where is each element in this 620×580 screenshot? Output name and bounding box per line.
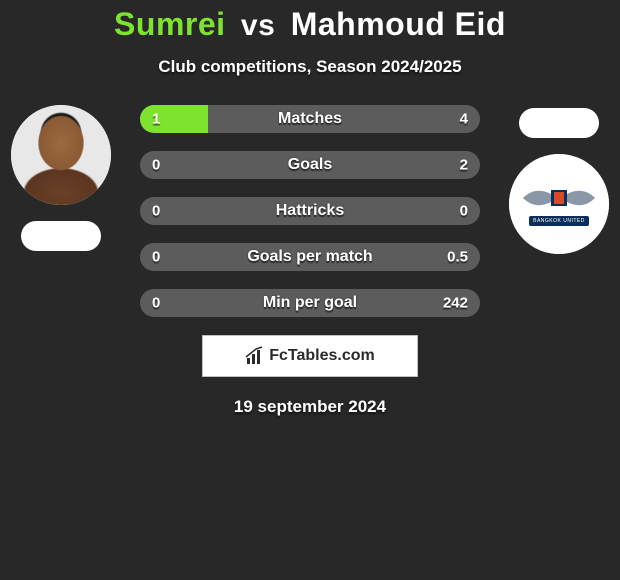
player2-club-banner: BANGKOK UNITED bbox=[529, 216, 589, 226]
bar-label: Goals bbox=[140, 156, 480, 174]
player2-column: BANGKOK UNITED bbox=[504, 105, 614, 254]
page-title: Sumrei vs Mahmoud Eid bbox=[0, 6, 620, 43]
player1-avatar bbox=[11, 105, 111, 205]
bar-label: Hattricks bbox=[140, 202, 480, 220]
stat-bar: 00Hattricks bbox=[140, 197, 480, 225]
stat-bar: 02Goals bbox=[140, 151, 480, 179]
stat-bar: 14Matches bbox=[140, 105, 480, 133]
stat-bar: 00.5Goals per match bbox=[140, 243, 480, 271]
player2-name: Mahmoud Eid bbox=[291, 6, 506, 42]
title-separator: vs bbox=[241, 9, 275, 42]
chart-icon bbox=[245, 346, 265, 366]
fctables-logo[interactable]: FcTables.com bbox=[202, 335, 418, 377]
stat-bar: 0242Min per goal bbox=[140, 289, 480, 317]
player2-club-logo: BANGKOK UNITED bbox=[509, 154, 609, 254]
bar-label: Matches bbox=[140, 110, 480, 128]
player2-club-pill bbox=[519, 108, 599, 138]
player2-avatar: BANGKOK UNITED bbox=[509, 154, 609, 254]
stat-bars: 14Matches 02Goals 00Hattricks 00.5Goals per… bbox=[140, 105, 480, 317]
player1-photo bbox=[11, 105, 111, 205]
subtitle: Club competitions, Season 2024/2025 bbox=[0, 57, 620, 77]
stats-board: BANGKOK UNITED 14Matches 02Goals 00Hattric… bbox=[0, 105, 620, 417]
comparison-card: Sumrei vs Mahmoud Eid Club competitions,… bbox=[0, 0, 620, 417]
bar-label: Goals per match bbox=[140, 248, 480, 266]
player1-club-pill bbox=[21, 221, 101, 251]
bar-label: Min per goal bbox=[140, 294, 480, 312]
date-label: 19 september 2024 bbox=[10, 397, 610, 417]
player1-name: Sumrei bbox=[114, 6, 225, 42]
fctables-text: FcTables.com bbox=[269, 347, 375, 365]
wings-icon bbox=[521, 182, 597, 214]
player1-column bbox=[6, 105, 116, 251]
